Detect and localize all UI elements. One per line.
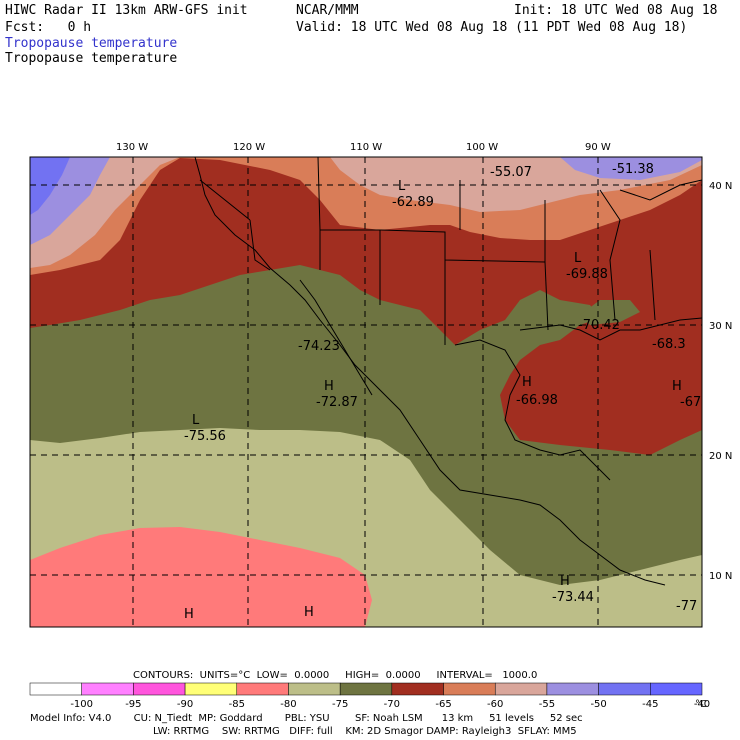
colorbar-swatch [236, 682, 289, 696]
colorbar-swatch [288, 682, 341, 696]
colorbar-swatch [29, 682, 82, 696]
colorbar-tick-label: -85 [229, 699, 245, 710]
coastlines [194, 157, 702, 586]
colorbar-swatch [650, 682, 703, 696]
extremum-type: H [522, 375, 532, 390]
extremum-type: L [192, 413, 200, 428]
lon-label: 120 W [233, 142, 265, 153]
extremum-value: -74.23 [298, 339, 340, 354]
colorbar-tick-label: -80 [280, 699, 296, 710]
colorbar-tick-label: -45 [642, 699, 658, 710]
extremum-value: -62.89 [392, 195, 434, 210]
map-frame [29, 156, 703, 628]
forecast-hour: Fcst: 0 h [5, 20, 92, 35]
org-label: NCAR/MMM [296, 3, 359, 18]
colorbar-tick-label: -50 [590, 699, 606, 710]
extremum-type: H [184, 607, 194, 622]
colorbar-tick-label: -90 [177, 699, 193, 710]
init-time: Init: 18 UTC Wed 08 Aug 18 [514, 3, 718, 18]
contour-info: CONTOURS: UNITS=°C LOW= 0.0000 HIGH= 0.0… [133, 670, 537, 681]
colorbar-swatch [184, 682, 238, 696]
colorbar-tick-label: -100 [70, 699, 93, 710]
lat-label: 20 N [709, 451, 732, 462]
colorbar-tick-label: -55 [539, 699, 555, 710]
colorbar-tick-label: -95 [125, 699, 141, 710]
colorbar-swatch [391, 682, 444, 696]
colorbar-tick-label: -65 [435, 699, 451, 710]
colorbar-tick-label: -70 [384, 699, 400, 710]
lat-lon-grid [30, 157, 702, 627]
extremum-value: -72.87 [316, 395, 358, 410]
lon-label: 100 W [466, 142, 498, 153]
extremum-value: -66.98 [516, 393, 558, 408]
colorbar-swatch [133, 682, 186, 696]
map-panel: L -62.89 -55.07 -51.38 L -69.88 -70.42 -… [30, 157, 702, 627]
colorbar-swatch [339, 682, 393, 696]
extremum-type: H [560, 574, 570, 589]
colorbar-unit: °C [695, 699, 707, 710]
lat-label: 30 N [709, 321, 732, 332]
colorbar [29, 682, 703, 696]
model-info: Model Info: V4.0 CU: N_Tiedt MP: Goddard… [30, 713, 583, 724]
extremum-type: H [324, 379, 334, 394]
colorbar-swatch [443, 682, 496, 696]
colorbar-tick-label: -75 [332, 699, 348, 710]
extremum-type: H [672, 379, 682, 394]
colorbar-tick-label: -60 [487, 699, 503, 710]
extremum-type: L [574, 251, 582, 266]
extremum-value: -75.56 [184, 429, 226, 444]
extremum-value: -51.38 [612, 162, 654, 177]
extremum-type: L [398, 179, 406, 194]
field-title-colored: Tropopause temperature [5, 36, 178, 51]
lon-label: 90 W [585, 142, 611, 153]
valid-time: Valid: 18 UTC Wed 08 Aug 18 (11 PDT Wed … [296, 20, 688, 35]
extremum-value: -73.44 [552, 590, 594, 605]
field-title-black: Tropopause temperature [5, 51, 178, 66]
extremum-value: -68.3 [652, 337, 686, 352]
lat-label: 40 N [709, 181, 732, 192]
extremum-value: -77 [676, 599, 697, 614]
model-title: HIWC Radar II 13km ARW-GFS init [5, 3, 248, 18]
colorbar-ticks: -100 -95 -90 -85 -80 -75 -70 -65 -60 -55 -50 -45 -40 [70, 699, 710, 710]
lat-label: 10 N [709, 571, 732, 582]
colorbar-swatch [546, 682, 599, 696]
colorbar-swatch [494, 682, 548, 696]
lon-label: 110 W [350, 142, 382, 153]
extremum-value: -69.88 [566, 267, 608, 282]
extremum-value: -55.07 [490, 165, 532, 180]
extremum-value: -70.42 [578, 318, 620, 333]
colorbar-swatch [81, 682, 134, 696]
colorbar-swatch [598, 682, 651, 696]
lon-label: 130 W [116, 142, 148, 153]
extremum-value: -67 [680, 395, 701, 410]
colorbar-tick-label: -40 [694, 699, 710, 710]
extremum-type: H [304, 605, 314, 620]
model-info-2: LW: RRTMG SW: RRTMG DIFF: full KM: 2D Sm… [153, 726, 577, 737]
